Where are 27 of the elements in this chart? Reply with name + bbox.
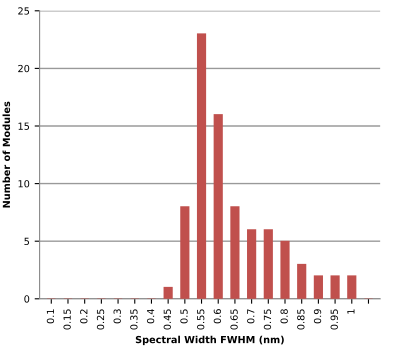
x-tick-label: 0.7 (247, 309, 254, 324)
y-tick-label: 25 (18, 7, 30, 15)
x-tick-label: 0.4 (146, 309, 154, 324)
x-tick-label: 0.95 (330, 309, 338, 330)
x-tick-label: 0.35 (130, 309, 138, 330)
x-tick-label: 0.65 (230, 309, 238, 330)
y-tick-label: 20 (18, 64, 30, 72)
x-tick-label: 0.15 (63, 309, 71, 330)
y-tick-label: 5 (24, 238, 30, 246)
x-tick-label: 0.1 (46, 309, 54, 324)
x-tick-label: 1 (347, 309, 354, 314)
y-axis-title: Number of Modules (2, 102, 10, 208)
x-tick-label: 0.85 (297, 309, 305, 330)
x-tick-label: 0.45 (164, 309, 171, 330)
y-tick-label: 10 (18, 180, 30, 188)
x-tick-label: 0.8 (280, 309, 288, 324)
x-tick-label: 0.55 (197, 309, 204, 330)
x-tick-label: 0.25 (96, 309, 104, 330)
x-tick-label: 0.5 (180, 309, 188, 324)
x-tick-label: 0.2 (80, 309, 88, 324)
x-tick-label: 0.6 (214, 309, 222, 324)
x-tick-label: 0.75 (264, 309, 272, 330)
x-tick-label: 0.3 (114, 309, 121, 324)
x-axis-title: Spectral Width FWHM (nm) (136, 336, 284, 346)
y-tick-label: 15 (18, 122, 30, 130)
y-tick-label: 0 (24, 295, 30, 303)
x-tick-label: 0.9 (314, 309, 322, 324)
